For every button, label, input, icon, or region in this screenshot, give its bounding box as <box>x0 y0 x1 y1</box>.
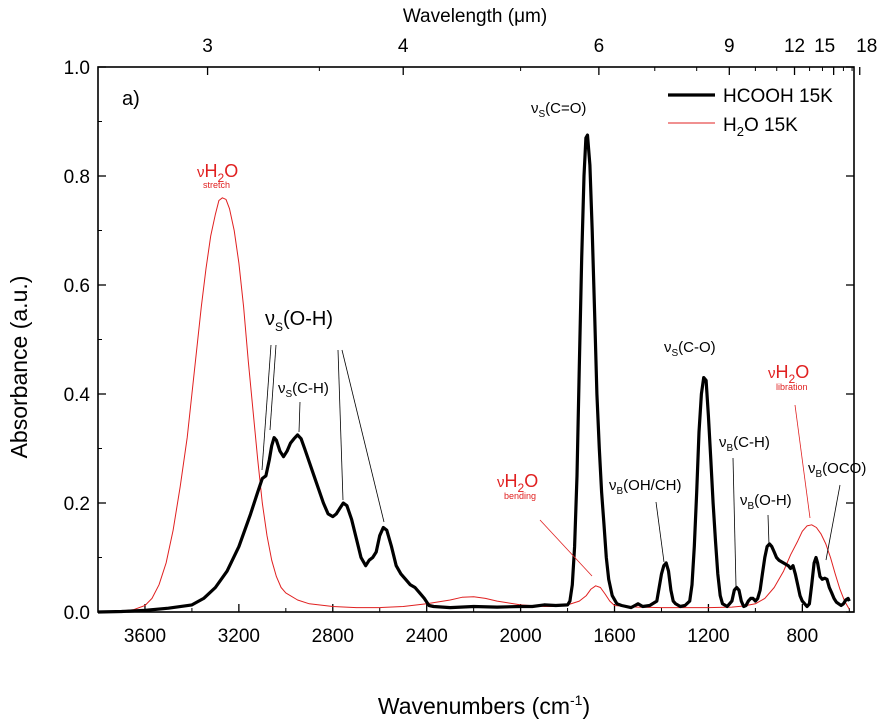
top-axis-title: Wavelength (μm) <box>403 6 547 27</box>
x-tick-label: 1200 <box>687 626 729 647</box>
x-axis-title: Wavenumbers (cm-1) <box>378 692 590 719</box>
y-tick-label: 0.8 <box>64 167 90 188</box>
top-tick-label: 12 <box>784 36 805 57</box>
x-tick-label: 2400 <box>406 626 448 647</box>
annotation-vb-oco: νB(OCO) <box>808 460 866 480</box>
top-axis-ticks: 3 4 6 9 12 15 18 <box>202 36 877 75</box>
leader-oh-2 <box>269 344 277 431</box>
top-tick-label: 3 <box>202 36 213 57</box>
x-tick-label: 2800 <box>312 626 354 647</box>
top-tick-label: 15 <box>814 36 835 57</box>
leader-oh-4 <box>341 349 385 523</box>
annotation-vb-ch: νB(C-H) <box>719 434 770 454</box>
panel-label: a) <box>122 88 140 110</box>
top-tick-label: 6 <box>594 36 605 57</box>
x-tick-label: 2000 <box>499 626 541 647</box>
annotation-vb-ohch: νB(OH/CH) <box>609 477 682 497</box>
annotation-h2o-stretch: νH2O <box>197 161 238 185</box>
plot-frame <box>97 66 855 613</box>
series-hcooh-line <box>97 133 851 614</box>
annotation-vs-oh: νS(O-H) <box>265 308 333 334</box>
annotation-vs-co-double: νS(C=O) <box>531 100 586 120</box>
leader-boh <box>767 514 770 546</box>
top-tick-label: 4 <box>398 36 409 57</box>
annotation-h2o-libration-sub: libration <box>776 382 808 392</box>
top-tick-label: 9 <box>724 36 735 57</box>
leader-libration <box>794 404 811 519</box>
x-tick-label: 1600 <box>593 626 635 647</box>
leader-bending <box>539 519 593 577</box>
y-tick-label: 0.2 <box>64 494 90 515</box>
x-tick-label: 3600 <box>124 626 166 647</box>
leader-bch <box>732 457 737 587</box>
annotation-h2o-bending-sub: bending <box>504 491 536 501</box>
leader-oh-3 <box>337 349 344 501</box>
top-tick-label: 18 <box>856 36 877 57</box>
legend-label-h2o: H2O 15K <box>723 115 798 139</box>
x-axis-ticks: 3600 3200 2800 2400 2000 1600 1200 800 <box>124 604 850 647</box>
annotation-vs-co: νS(C-O) <box>664 339 716 359</box>
y-tick-label: 0.0 <box>64 603 90 624</box>
annotation-h2o-stretch-sub: stretch <box>203 180 230 190</box>
y-axis-ticks: 0.0 0.2 0.4 0.6 0.8 1.0 <box>64 58 854 624</box>
y-axis-title: Absorbance (a.u.) <box>6 276 32 459</box>
x-tick-label: 800 <box>786 626 818 647</box>
leader-ch <box>298 401 301 433</box>
y-tick-label: 0.4 <box>64 385 91 406</box>
annotation-vs-ch: νS(C-H) <box>278 380 329 400</box>
annotation-h2o-libration: νH2O <box>768 362 809 386</box>
x-tick-label: 3200 <box>218 626 260 647</box>
series-group <box>97 133 851 614</box>
annotation-vb-oh: νB(O-H) <box>740 492 792 512</box>
y-tick-label: 1.0 <box>64 58 90 79</box>
annotation-h2o-bending: νH2O <box>497 471 538 495</box>
legend: HCOOH 15K H2O 15K <box>668 86 833 139</box>
leader-oh-1 <box>261 344 272 471</box>
legend-label-hcooh: HCOOH 15K <box>723 86 833 107</box>
leader-ohch <box>655 501 665 563</box>
y-tick-label: 0.6 <box>64 276 90 297</box>
annotation-leader-lines <box>261 344 841 587</box>
series-h2o-line <box>97 197 850 613</box>
leader-oco <box>825 484 841 561</box>
